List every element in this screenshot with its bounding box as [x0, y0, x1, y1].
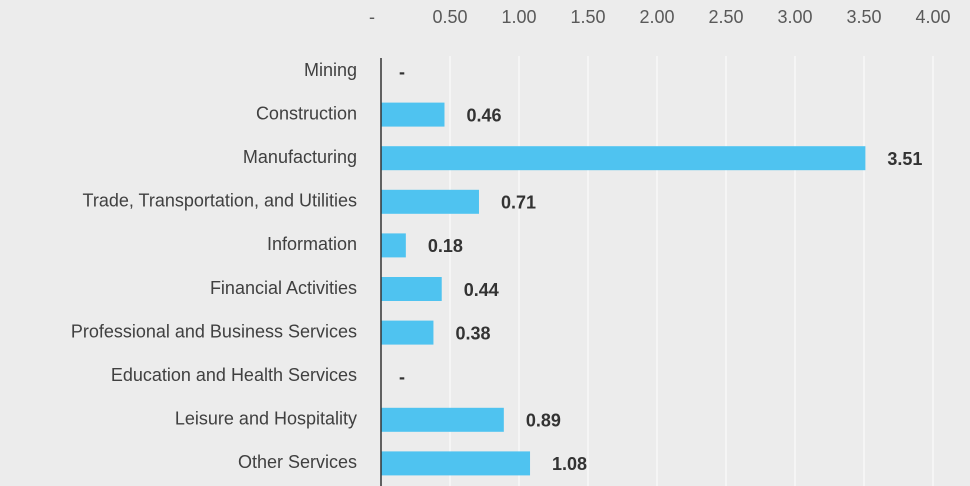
y-tick-label: Construction — [256, 103, 357, 123]
value-label: 0.89 — [526, 411, 561, 431]
y-tick-label: Information — [267, 234, 357, 254]
x-tick-label: 3.50 — [846, 7, 881, 27]
value-label: 0.38 — [455, 323, 490, 343]
bar — [381, 451, 531, 476]
y-tick-label: Financial Activities — [210, 278, 357, 298]
x-tick-label: 2.00 — [639, 7, 674, 27]
bar — [381, 277, 442, 301]
y-tick-label: Manufacturing — [243, 147, 357, 167]
value-label: 0.71 — [501, 193, 536, 213]
value-label: - — [399, 367, 405, 387]
value-label: 0.44 — [464, 280, 499, 300]
value-label: - — [399, 62, 405, 82]
x-tick-label: 0.50 — [432, 7, 467, 27]
bar — [381, 407, 504, 432]
bar — [381, 320, 434, 345]
bar — [381, 233, 406, 258]
value-label: 1.08 — [552, 454, 587, 474]
x-tick-label: 2.50 — [708, 7, 743, 27]
value-label: 0.46 — [466, 105, 501, 125]
x-tick-label: 1.00 — [501, 7, 536, 27]
bar — [381, 102, 445, 127]
x-tick-label: 1.50 — [570, 7, 605, 27]
y-tick-label: Mining — [304, 60, 357, 80]
x-tick-label: 3.00 — [777, 7, 812, 27]
bar — [381, 146, 866, 171]
value-label: 0.18 — [428, 236, 463, 256]
y-tick-label: Trade, Transportation, and Utilities — [83, 191, 357, 211]
value-label: 3.51 — [887, 149, 922, 169]
x-tick-label: 4.00 — [915, 7, 950, 27]
y-tick-label: Leisure and Hospitality — [175, 409, 357, 429]
y-tick-label: Professional and Business Services — [71, 321, 357, 341]
x-tick-label: - — [369, 7, 375, 27]
y-tick-label: Education and Health Services — [111, 365, 357, 385]
y-tick-label: Other Services — [238, 452, 357, 472]
bar — [381, 189, 479, 214]
